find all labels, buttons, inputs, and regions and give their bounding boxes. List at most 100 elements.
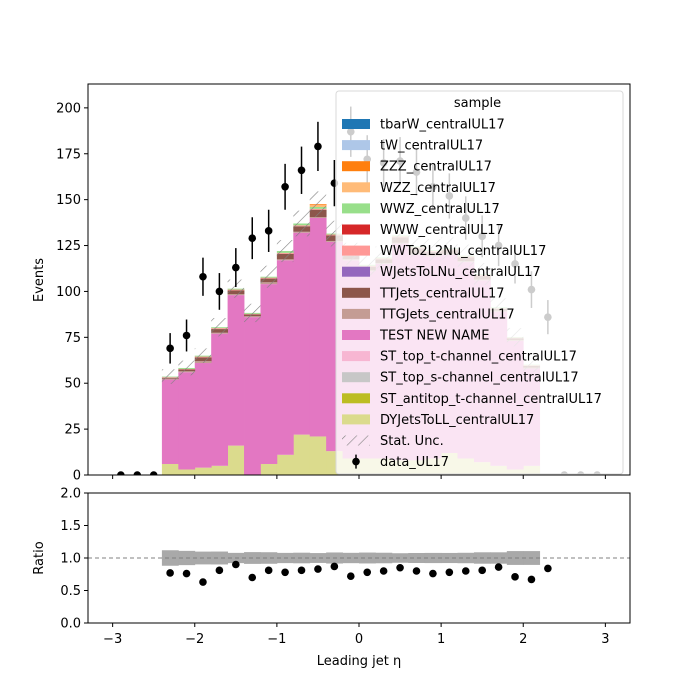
- legend-label-2: ZZZ_centralUL17: [380, 160, 492, 175]
- legend-title: sample: [454, 96, 501, 111]
- bar-1-6: [260, 284, 278, 464]
- legend-label-12: ST_top_s-channel_centralUL17: [380, 371, 579, 386]
- ratio-unc-3: [211, 551, 229, 565]
- legend-label-0: tbarW_centralUL17: [380, 118, 505, 133]
- ratio-unc-9: [309, 553, 327, 563]
- legend-swatch-8: [342, 287, 370, 298]
- x-axis-label: Leading jet η: [317, 654, 402, 669]
- x-tick-label-6: 3: [601, 632, 609, 647]
- legend: sample tbarW_centralUL17 tW_centralUL17 ZZZ…: [335, 90, 624, 475]
- ratio-point-8: [248, 573, 257, 582]
- legend-label-14: DYJetsToLL_centralUL17: [380, 413, 534, 428]
- ratio-point-5: [199, 578, 207, 586]
- ratio-unc-15: [408, 552, 426, 564]
- x-tick-label-4: 1: [437, 632, 445, 647]
- bar-1-5: [244, 317, 261, 475]
- stat-unc-1: [178, 360, 195, 376]
- ratio-point-7: [232, 560, 240, 569]
- data-point-0: [117, 471, 125, 475]
- legend-swatch-10: [342, 330, 370, 340]
- data-point-8: [248, 234, 257, 242]
- ratio-point-11: [297, 566, 306, 575]
- y-tick-label-bottom-1: 0.5: [60, 584, 81, 599]
- x-tick-label-5: 2: [519, 632, 527, 647]
- ratio-point-10: [281, 568, 289, 577]
- y-tick-label-bottom-2: 1.0: [60, 552, 81, 567]
- data-point-6: [215, 287, 224, 296]
- bar-0-9: [309, 436, 327, 475]
- legend-swatch-6: [342, 245, 370, 256]
- legend-label-16: data_UL17: [380, 455, 449, 470]
- bar-0-3: [211, 465, 229, 475]
- ratio-point-21: [461, 567, 470, 575]
- legend-swatch-12: [342, 372, 370, 383]
- bar-1-2: [194, 363, 212, 468]
- data-point-1: [133, 471, 142, 475]
- legend-label-15: Stat. Unc.: [380, 434, 444, 449]
- y-tick-label-top-3: 75: [64, 331, 81, 346]
- legend-swatch-11: [342, 351, 370, 362]
- bar-1-0: [161, 379, 179, 464]
- legend-swatch-15: [342, 435, 370, 446]
- ratio-point-13: [330, 562, 339, 571]
- legend-swatch-0: [342, 119, 370, 129]
- legend-swatch-1: [342, 140, 370, 151]
- data-point-2: [149, 471, 158, 475]
- stat-unc-3: [211, 318, 228, 337]
- stat-unc-8: [293, 210, 310, 237]
- bar-1-9: [309, 218, 327, 437]
- axis-ticks: −3 −2 −1 0 1 2 3 0 25 50 75 100 125 150 175 200 0.0 0.5 1.…: [56, 101, 609, 647]
- ratio-unc-0: [161, 550, 179, 566]
- ratio-point-16: [379, 567, 388, 575]
- legend-swatch-3: [342, 182, 370, 193]
- ratio-point-9: [264, 566, 273, 575]
- ratio-point-4: [182, 569, 191, 578]
- bar-1-4: [227, 295, 245, 446]
- legend-label-13: ST_antitop_t-channel_centralUL17: [380, 392, 602, 407]
- bar-2-9: [309, 217, 327, 219]
- legend-swatch-5: [342, 224, 370, 235]
- y-tick-label-top-0: 0: [73, 469, 81, 484]
- ratio-point-3: [166, 569, 174, 577]
- y-tick-label-top-7: 175: [56, 147, 81, 162]
- ratio-unc-14: [391, 553, 409, 563]
- data-point-10: [281, 182, 289, 191]
- stat-unc-7: [276, 240, 294, 263]
- legend-swatch-4: [342, 203, 370, 214]
- ratio-content: [88, 550, 630, 586]
- stat-unc-0: [161, 369, 179, 384]
- legend-label-9: TTGJets_centralUL17: [379, 307, 515, 322]
- data-point-9: [264, 227, 273, 235]
- data-point-7: [232, 263, 240, 272]
- legend-swatch-2: [342, 161, 370, 172]
- legend-label-4: WWZ_centralUL17: [380, 202, 500, 217]
- x-tick-label-0: −3: [103, 632, 122, 647]
- legend-swatch-9: [342, 308, 370, 319]
- ratio-point-19: [429, 569, 437, 578]
- bar-0-6: [260, 463, 278, 475]
- legend-label-11: ST_top_t-channel_centralUL17: [380, 350, 577, 365]
- y-axis-label-ratio: Ratio: [32, 541, 47, 574]
- legend-label-6: WWTo2L2Nu_centralUL17: [380, 244, 546, 259]
- x-tick-label-3: 0: [355, 632, 363, 647]
- bar-1-7: [276, 260, 294, 455]
- ratio-point-24: [511, 573, 519, 581]
- y-axis-label-events: Events: [32, 258, 47, 302]
- ratio-unc-6: [260, 552, 278, 564]
- bar-0-8: [293, 434, 311, 475]
- x-tick-label-2: −1: [267, 632, 286, 647]
- bar-0-7: [276, 454, 294, 475]
- y-tick-label-bottom-0: 0.0: [60, 617, 81, 632]
- data-point-4: [182, 331, 191, 340]
- legend-swatch-14: [342, 414, 370, 425]
- legend-label-5: WWW_centralUL17: [380, 223, 504, 238]
- legend-box: [335, 90, 624, 475]
- ratio-unc-17: [441, 552, 458, 564]
- ratio-point-18: [412, 567, 421, 575]
- data-point-3: [166, 344, 174, 353]
- data-point-11: [297, 166, 306, 175]
- stat-unc-2: [194, 348, 212, 364]
- stat-unc-5: [244, 303, 261, 323]
- bar-0-2: [194, 467, 212, 475]
- stat-unc-6: [260, 265, 277, 288]
